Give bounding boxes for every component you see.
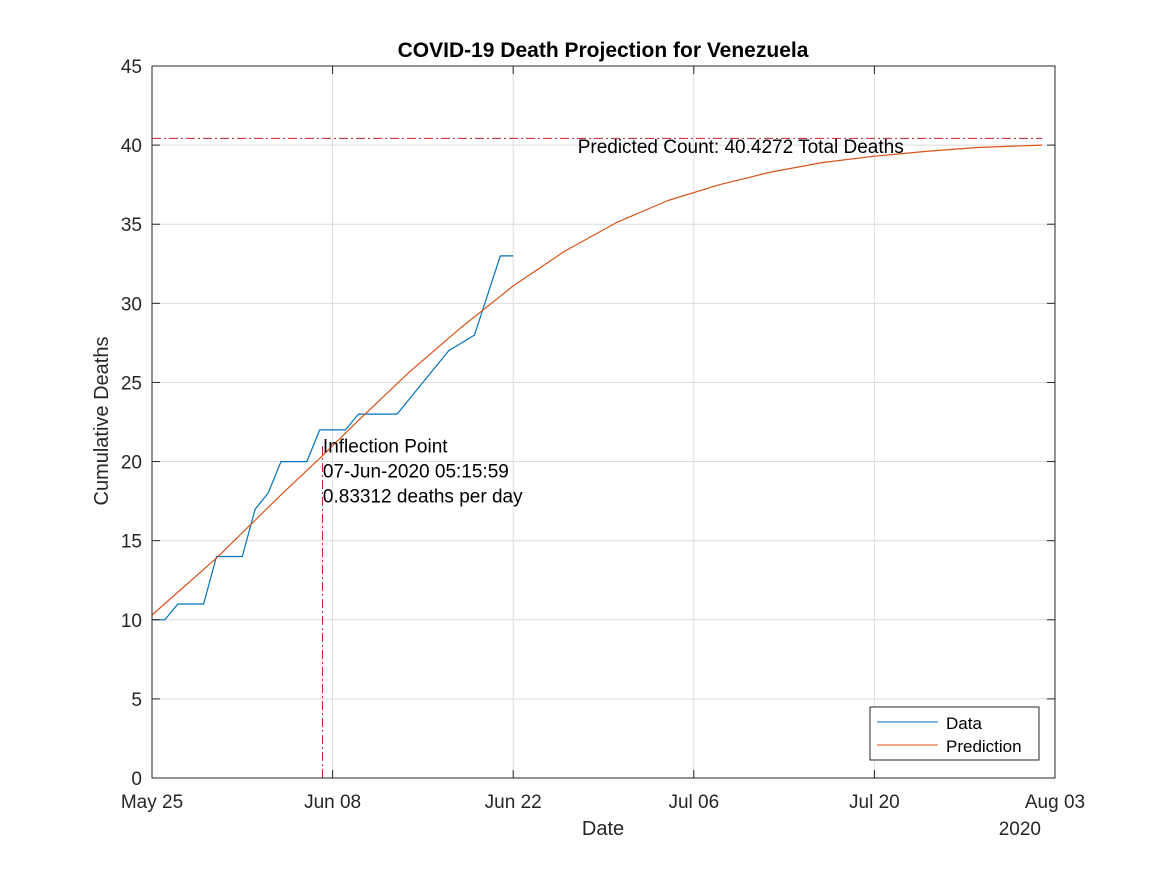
y-tick-label: 35 (121, 215, 142, 236)
plot-lines (151, 137, 1043, 778)
legend: Data Prediction (869, 706, 1040, 761)
y-tick-label: 45 (121, 57, 142, 78)
legend-data-label: Data (946, 714, 982, 733)
x-tick-label: May 25 (121, 792, 183, 813)
year-label: 2020 (999, 819, 1041, 840)
legend-box (869, 706, 1040, 761)
predicted-count-label: Predicted Count: 40.4272 Total Deaths (578, 137, 904, 158)
series-line-data (152, 255, 514, 621)
x-tick-label: Jun 22 (485, 792, 542, 813)
series-line-prediction (151, 144, 1043, 616)
annotations: Predicted Count: 40.4272 Total Deaths Inf… (323, 137, 904, 508)
y-tick-label: 30 (121, 294, 142, 315)
plot-area (151, 65, 1056, 779)
x-tick-label: Aug 03 (1025, 792, 1085, 813)
y-tick-label: 5 (131, 690, 142, 711)
x-tick-label: Jul 20 (849, 792, 900, 813)
inflection-label-line: 07-Jun-2020 05:15:59 (323, 462, 509, 483)
y-tick-label: 15 (121, 532, 142, 553)
y-axis-label: Cumulative Deaths (91, 337, 113, 506)
x-tick-label: Jun 08 (304, 792, 361, 813)
axis-ticks: 0 5 10 15 20 25 30 35 40 45 May 25 Jun 08 Jun 22 Jul … (121, 57, 1085, 813)
legend-prediction-label: Prediction (946, 737, 1022, 756)
y-tick-label: 20 (121, 453, 142, 474)
y-tick-label: 25 (121, 373, 142, 394)
x-tick-label: Jul 06 (668, 792, 719, 813)
y-tick-label: 10 (121, 611, 142, 632)
y-tick-label: 0 (131, 769, 142, 790)
inflection-label-line: 0.83312 deaths per day (323, 487, 523, 508)
chart-title: COVID-19 Death Projection for Venezuela (398, 39, 809, 62)
x-axis-label: Date (582, 818, 624, 840)
y-tick-label: 40 (121, 136, 142, 157)
grid (152, 66, 1055, 778)
inflection-label-line: Inflection Point (323, 437, 448, 458)
